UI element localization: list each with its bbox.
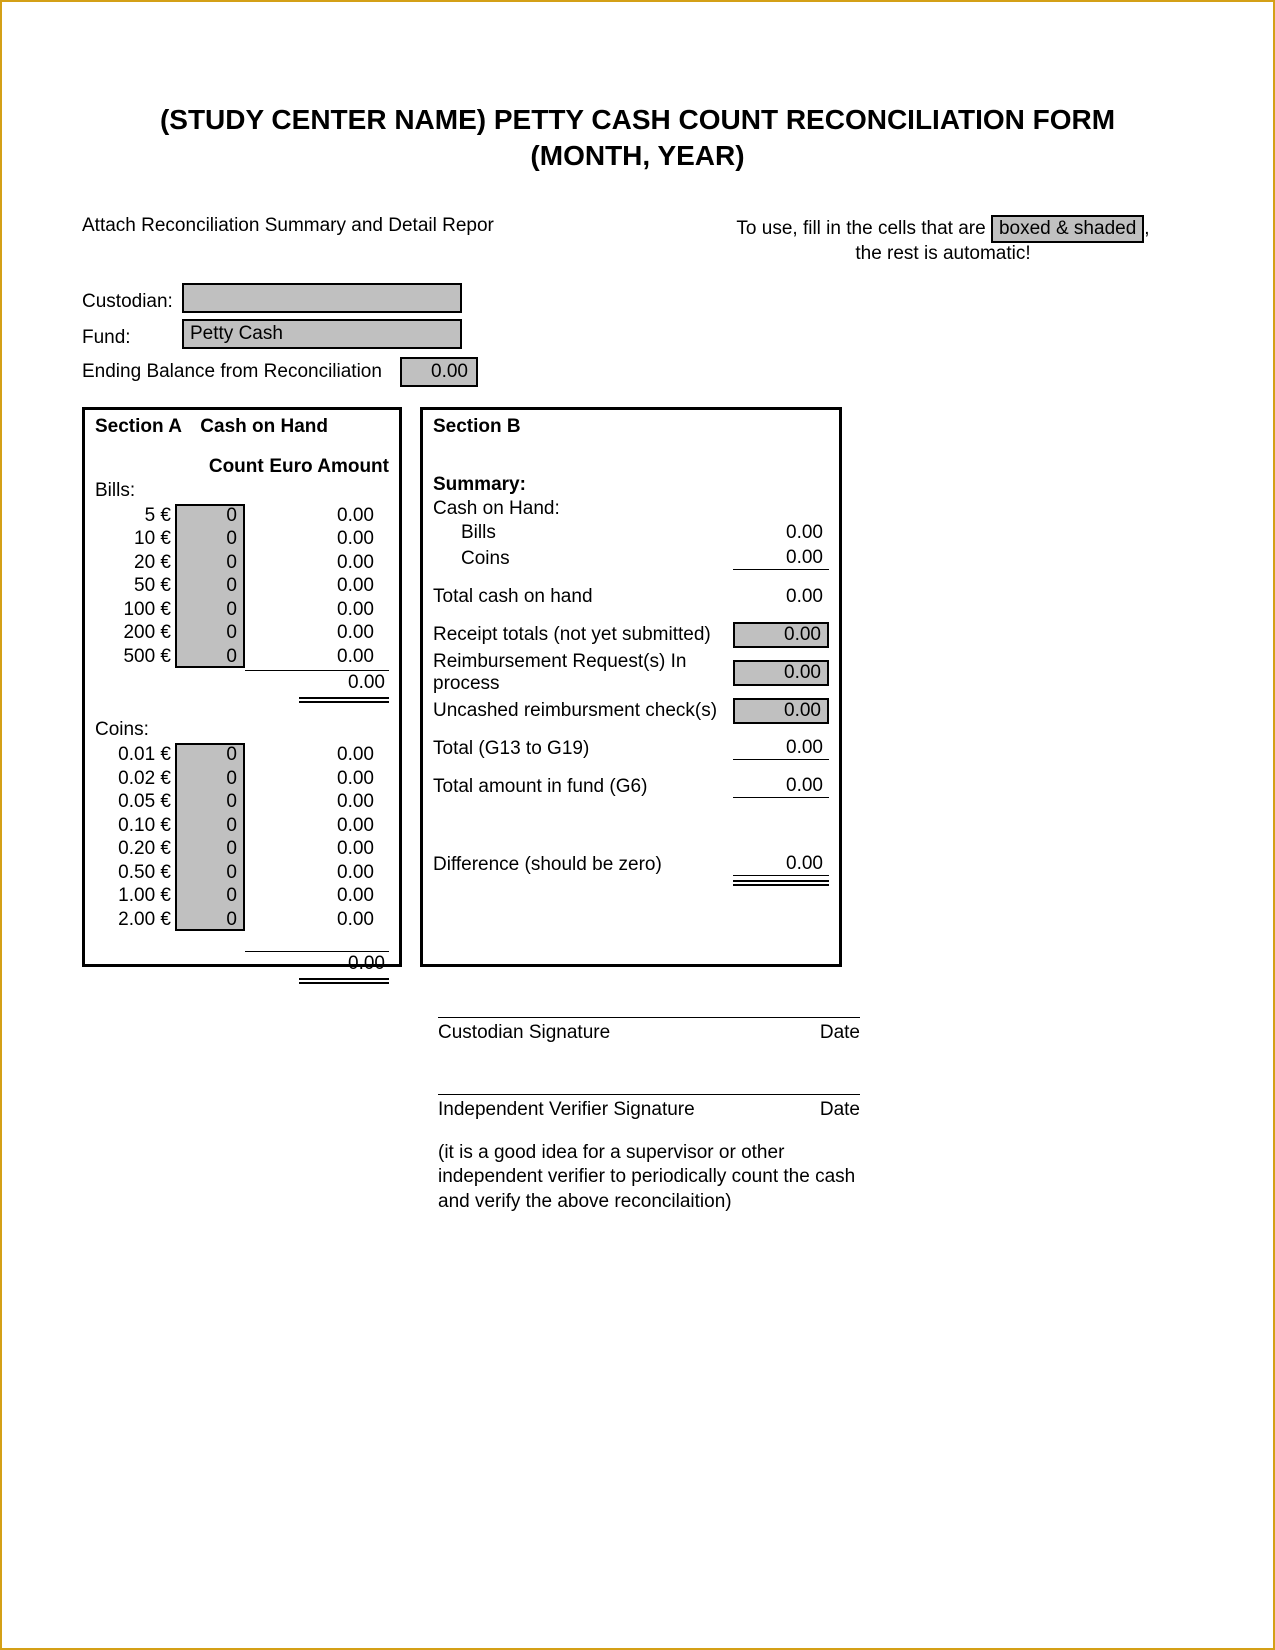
custodian-label: Custodian: bbox=[82, 291, 182, 313]
receipt-label: Receipt totals (not yet submitted) bbox=[433, 624, 733, 646]
custodian-sig-row: Custodian Signature Date bbox=[438, 1022, 860, 1044]
section-a-prefix: Section A bbox=[95, 416, 195, 438]
diff-label: Difference (should be zero) bbox=[433, 854, 733, 876]
section-a: Section A Cash on Hand Count Euro Amount… bbox=[82, 407, 402, 967]
coin-row-005: 0.05 €00.00 bbox=[95, 790, 389, 814]
coins-label: Coins: bbox=[95, 719, 389, 741]
cash-on-hand-label: Cash on Hand: bbox=[433, 498, 829, 520]
summary-coins-label: Coins bbox=[433, 548, 733, 570]
summary-bills-label: Bills bbox=[433, 522, 733, 544]
section-b: Section B Summary: Cash on Hand: Bills 0… bbox=[420, 407, 842, 967]
bill-row-20: 20 €00.00 bbox=[95, 551, 389, 575]
fund-row: Fund: Petty Cash bbox=[82, 319, 1193, 349]
ending-balance-label: Ending Balance from Reconciliation bbox=[82, 361, 400, 383]
diff-row: Difference (should be zero) 0.00 bbox=[433, 852, 829, 878]
custodian-date-label: Date bbox=[820, 1022, 860, 1044]
bill-row-5: 5 €00.00 bbox=[95, 504, 389, 528]
bills-label: Bills: bbox=[95, 480, 389, 502]
col-amount-header: Euro Amount bbox=[269, 456, 389, 478]
summary-coins-value: 0.00 bbox=[733, 547, 829, 570]
section-a-title: Cash on Hand bbox=[200, 416, 328, 437]
ending-balance-row: Ending Balance from Reconciliation 0.00 bbox=[82, 357, 1193, 387]
summary-bills-value: 0.00 bbox=[733, 522, 829, 544]
diff-double-underline bbox=[733, 880, 829, 886]
summary-bills-row: Bills 0.00 bbox=[433, 520, 829, 546]
coin-row-010: 0.10 €00.00 bbox=[95, 814, 389, 838]
bill-row-10: 10 €00.00 bbox=[95, 527, 389, 551]
form-title: (STUDY CENTER NAME) PETTY CASH COUNT REC… bbox=[82, 102, 1193, 175]
summary-label: Summary: bbox=[433, 474, 829, 496]
verifier-sig-label: Independent Verifier Signature bbox=[438, 1099, 695, 1121]
total-cash-row: Total cash on hand 0.00 bbox=[433, 584, 829, 610]
instr-line2: the rest is automatic! bbox=[693, 243, 1193, 265]
custodian-sig-label: Custodian Signature bbox=[438, 1022, 610, 1044]
receipt-input[interactable]: 0.00 bbox=[733, 622, 829, 648]
receipt-row: Receipt totals (not yet submitted) 0.00 bbox=[433, 622, 829, 648]
custodian-input[interactable] bbox=[182, 283, 462, 313]
header-fields: Custodian: Fund: Petty Cash bbox=[82, 283, 1193, 349]
instr-suffix: , bbox=[1144, 218, 1149, 239]
page: (STUDY CENTER NAME) PETTY CASH COUNT REC… bbox=[0, 0, 1275, 1650]
uncashed-row: Uncashed reimbursment check(s) 0.00 bbox=[433, 698, 829, 724]
verifier-sig-row: Independent Verifier Signature Date bbox=[438, 1099, 860, 1121]
bill-row-50: 50 €00.00 bbox=[95, 574, 389, 598]
coins-double-underline bbox=[299, 978, 389, 984]
ending-balance-input[interactable]: 0.00 bbox=[400, 357, 478, 387]
sections: Section A Cash on Hand Count Euro Amount… bbox=[82, 407, 1193, 967]
verifier-date-label: Date bbox=[820, 1099, 860, 1121]
signatures: Custodian Signature Date Independent Ver… bbox=[438, 1017, 860, 1215]
coin-row-100: 1.00 €00.00 bbox=[95, 884, 389, 908]
instruction-right: To use, fill in the cells that are boxed… bbox=[693, 215, 1193, 265]
total-fund-label: Total amount in fund (G6) bbox=[433, 776, 733, 798]
reimb-req-row: Reimbursement Request(s) In process 0.00 bbox=[433, 660, 829, 686]
coin-row-020: 0.20 €00.00 bbox=[95, 837, 389, 861]
fund-label: Fund: bbox=[82, 327, 182, 349]
bills-block: 5 €00.00 10 €00.00 20 €00.00 50 €00.00 1… bbox=[95, 504, 389, 669]
coins-block: 0.01 €00.00 0.02 €00.00 0.05 €00.00 0.10… bbox=[95, 743, 389, 931]
boxed-shaded-example: boxed & shaded bbox=[991, 215, 1144, 243]
coin-row-200: 2.00 €00.00 bbox=[95, 908, 389, 932]
total-g-label: Total (G13 to G19) bbox=[433, 738, 733, 760]
instruction-left: Attach Reconciliation Summary and Detail… bbox=[82, 215, 512, 265]
diff-value: 0.00 bbox=[733, 853, 829, 876]
col-count-header: Count bbox=[129, 456, 264, 478]
total-cash-value: 0.00 bbox=[733, 586, 829, 608]
uncashed-label: Uncashed reimbursment check(s) bbox=[433, 700, 733, 722]
verifier-sig-line bbox=[438, 1094, 860, 1095]
title-line-1: (STUDY CENTER NAME) PETTY CASH COUNT REC… bbox=[82, 102, 1193, 138]
summary-coins-row: Coins 0.00 bbox=[433, 546, 829, 572]
title-line-2: (MONTH, YEAR) bbox=[82, 138, 1193, 174]
footnote: (it is a good idea for a supervisor or o… bbox=[438, 1141, 860, 1215]
coin-row-001: 0.01 €00.00 bbox=[95, 743, 389, 767]
fund-input[interactable]: Petty Cash bbox=[182, 319, 462, 349]
instr-prefix: To use, fill in the cells that are bbox=[736, 218, 991, 239]
total-fund-value: 0.00 bbox=[733, 775, 829, 798]
total-g-row: Total (G13 to G19) 0.00 bbox=[433, 736, 829, 762]
bills-subtotal: 0.00 bbox=[245, 670, 389, 694]
reimb-req-input[interactable]: 0.00 bbox=[733, 660, 829, 686]
section-a-col-headers: Count Euro Amount bbox=[95, 456, 389, 478]
custodian-sig-line bbox=[438, 1017, 860, 1018]
bill-row-500: 500 €00.00 bbox=[95, 645, 389, 669]
coin-row-002: 0.02 €00.00 bbox=[95, 767, 389, 791]
custodian-row: Custodian: bbox=[82, 283, 1193, 313]
coins-subtotal: 0.00 bbox=[245, 951, 389, 975]
instructions: Attach Reconciliation Summary and Detail… bbox=[82, 215, 1193, 265]
section-a-header: Section A Cash on Hand bbox=[95, 416, 389, 438]
bill-row-200: 200 €00.00 bbox=[95, 621, 389, 645]
section-b-header: Section B bbox=[433, 416, 829, 438]
bill-row-100: 100 €00.00 bbox=[95, 598, 389, 622]
uncashed-input[interactable]: 0.00 bbox=[733, 698, 829, 724]
coin-row-050: 0.50 €00.00 bbox=[95, 861, 389, 885]
total-g-value: 0.00 bbox=[733, 737, 829, 760]
total-fund-row: Total amount in fund (G6) 0.00 bbox=[433, 774, 829, 800]
total-cash-label: Total cash on hand bbox=[433, 586, 733, 608]
reimb-req-label: Reimbursement Request(s) In process bbox=[433, 651, 733, 695]
